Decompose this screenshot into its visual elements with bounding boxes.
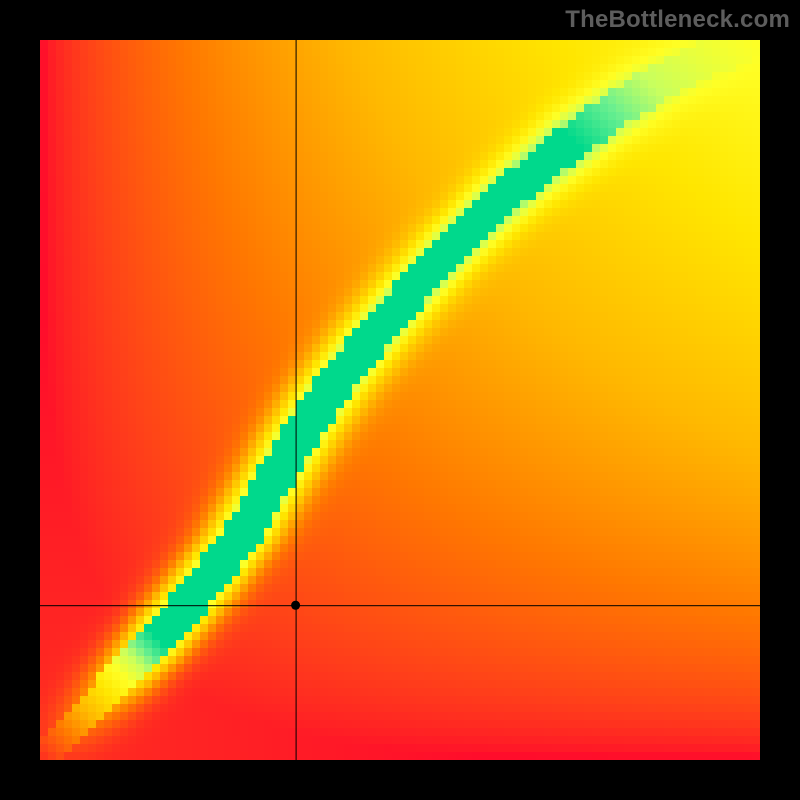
heatmap-canvas [0,0,800,800]
chart-container: TheBottleneck.com [0,0,800,800]
watermark-text: TheBottleneck.com [565,6,790,34]
